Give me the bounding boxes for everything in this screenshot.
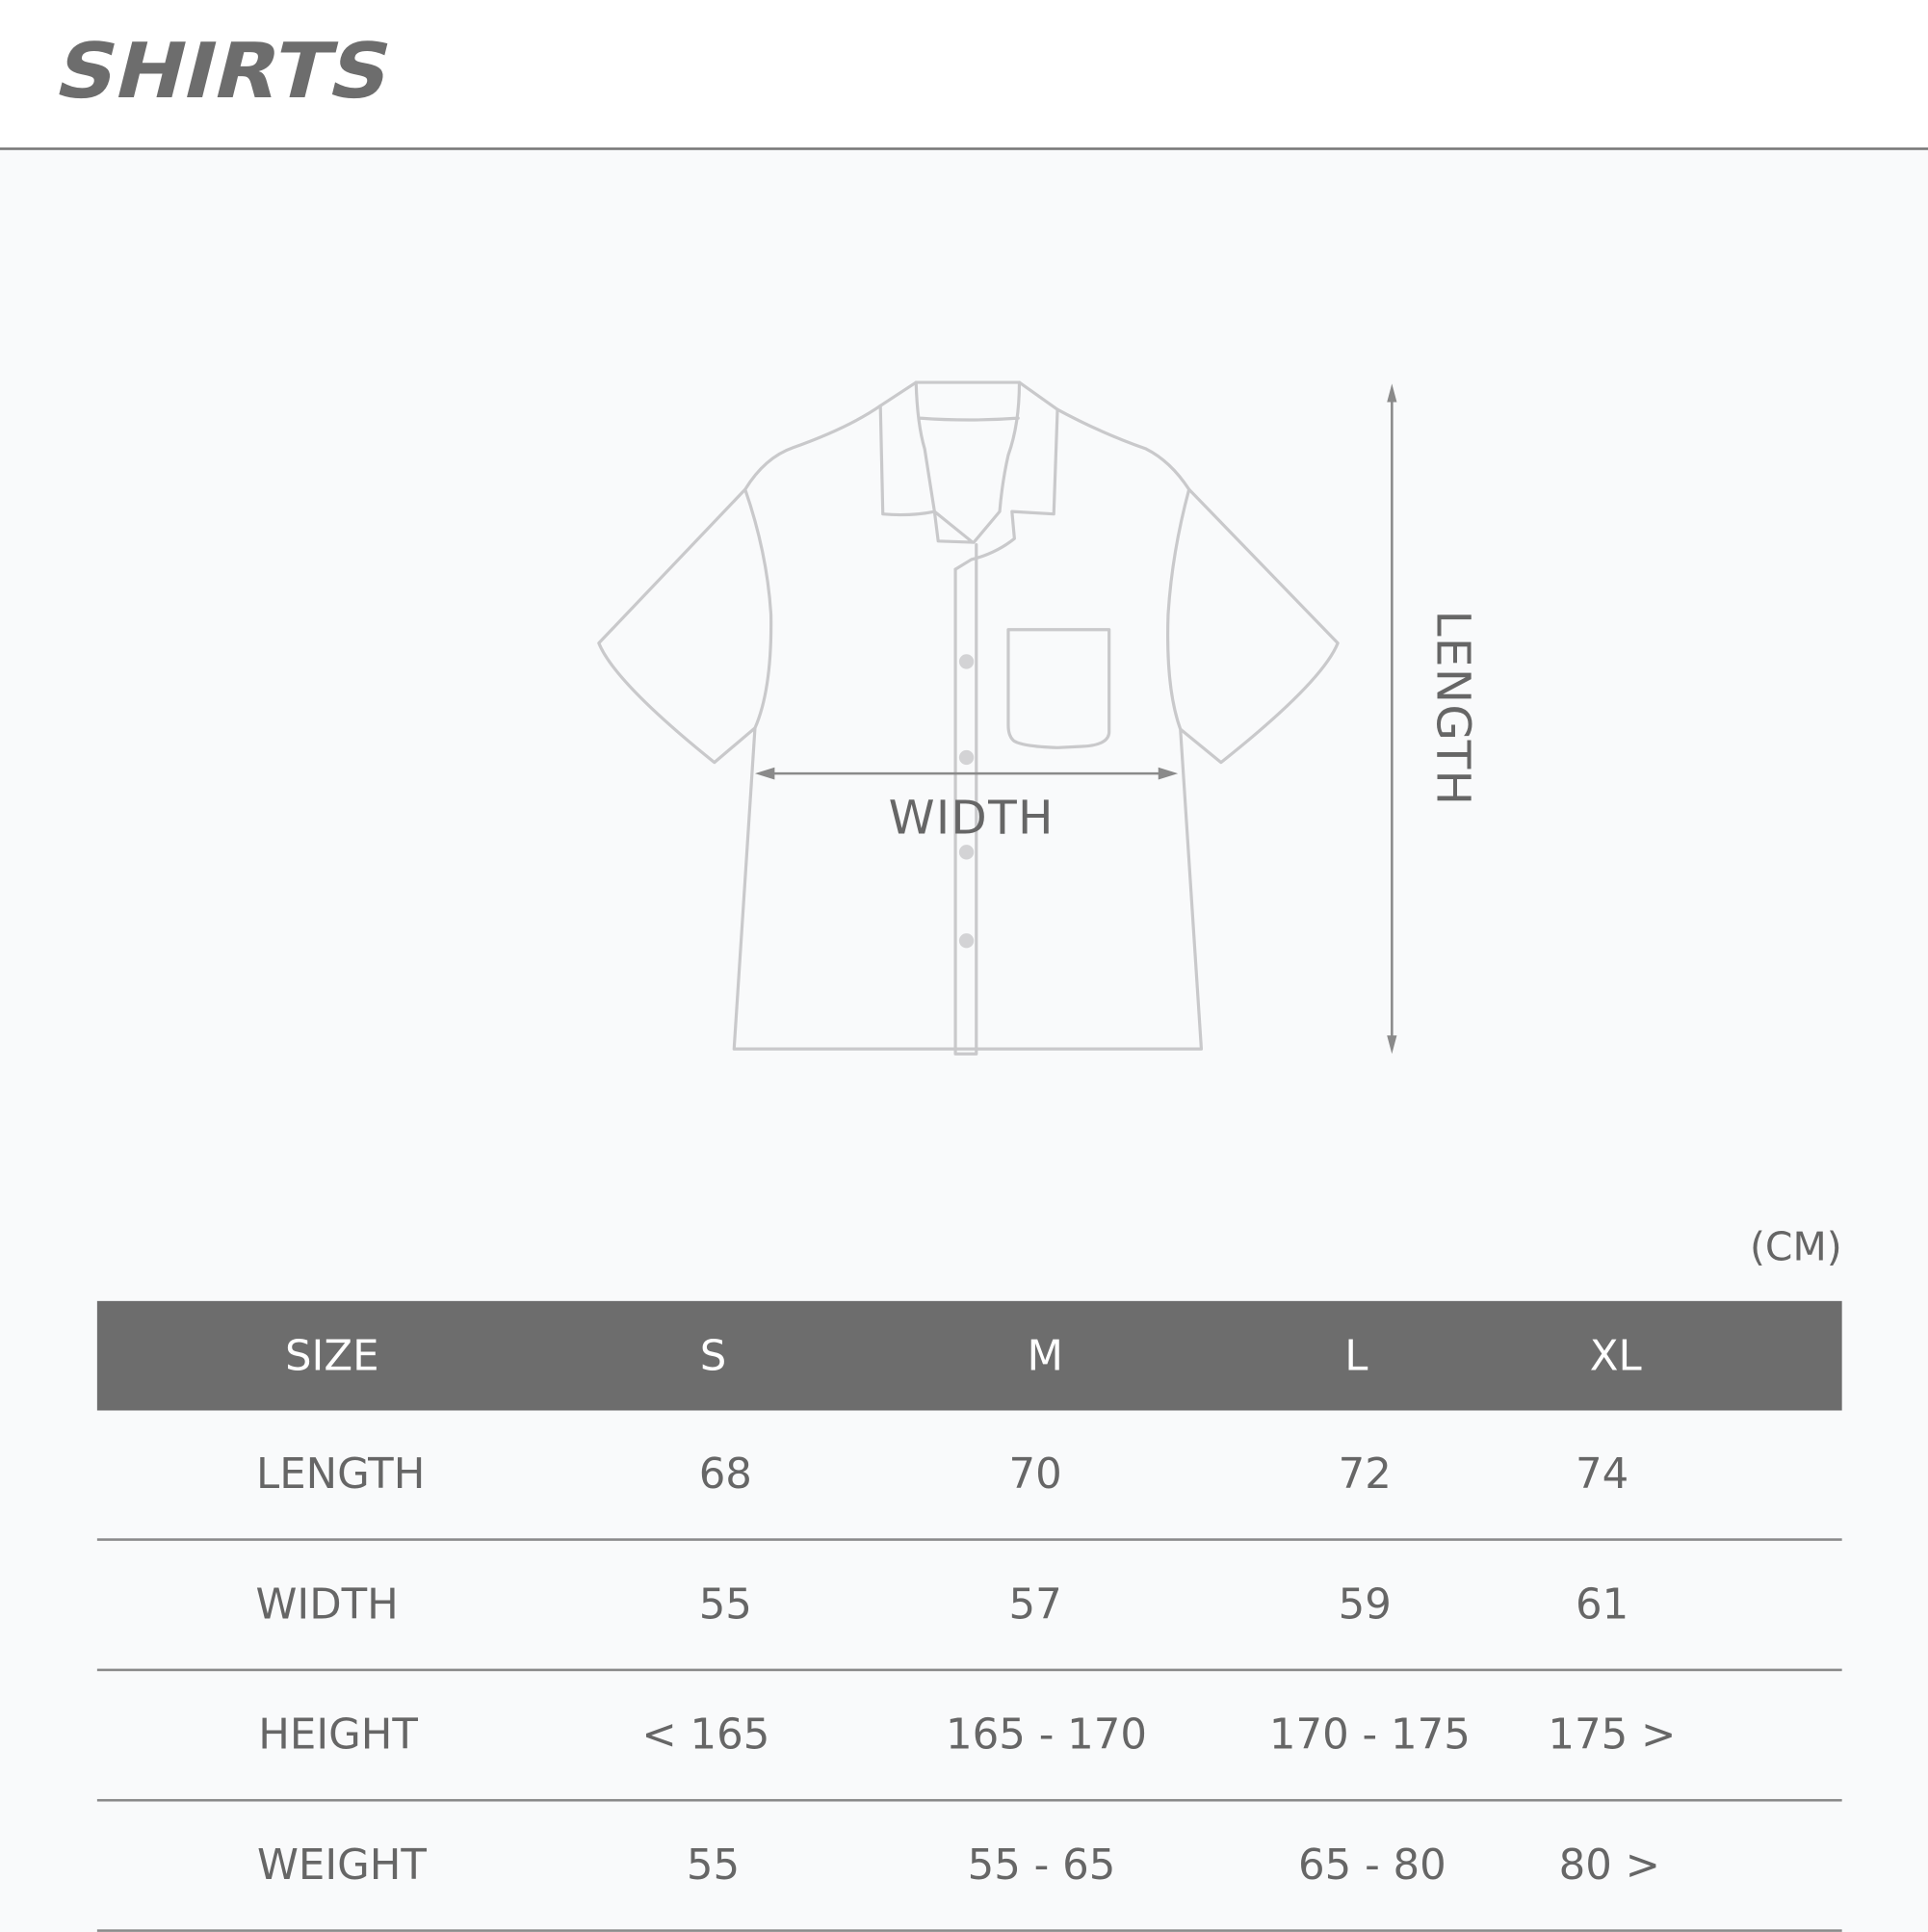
cell-xl: 80 > xyxy=(1558,1841,1661,1891)
table-row: LENGTH 68 70 72 74 xyxy=(96,1410,1842,1541)
cell-m: 165 - 170 xyxy=(946,1710,1148,1761)
length-label: LENGTH xyxy=(1426,610,1481,807)
unit-label: (CM) xyxy=(1749,1223,1842,1270)
table-header: SIZE S M L XL xyxy=(96,1300,1842,1411)
header-m: M xyxy=(1027,1331,1064,1381)
cell-m: 55 - 65 xyxy=(967,1841,1116,1891)
cell-s: 68 xyxy=(698,1449,752,1500)
cell-m: 57 xyxy=(1008,1580,1062,1630)
cell-xl: 74 xyxy=(1576,1449,1629,1500)
table-row: WEIGHT 55 55 - 65 65 - 80 80 > xyxy=(96,1802,1842,1932)
cell-s: < 165 xyxy=(641,1710,770,1761)
svg-text:SHIRTS: SHIRTS xyxy=(49,30,402,109)
cell-xl: 175 > xyxy=(1548,1710,1677,1761)
header-size: SIZE xyxy=(284,1331,379,1381)
table-row: WIDTH 55 57 59 61 xyxy=(96,1541,1842,1672)
cell-l: 170 - 175 xyxy=(1268,1710,1471,1761)
cell-m: 70 xyxy=(1008,1449,1062,1500)
buttons xyxy=(958,654,975,949)
row-label: WEIGHT xyxy=(256,1841,427,1891)
pocket xyxy=(1006,628,1111,749)
width-label: WIDTH xyxy=(888,790,1055,846)
table-row: HEIGHT < 165 165 - 170 170 - 175 175 > xyxy=(96,1671,1842,1802)
header-s: S xyxy=(699,1331,727,1381)
shirt-outline xyxy=(597,380,1340,1051)
cell-l: 65 - 80 xyxy=(1298,1841,1446,1891)
row-label: HEIGHT xyxy=(258,1710,418,1761)
size-table: SIZE S M L XL LENGTH 68 70 72 74 WIDTH 5… xyxy=(96,1300,1842,1932)
header-l: L xyxy=(1344,1331,1368,1381)
collar xyxy=(878,380,1059,571)
brand-logo: SHIRTS xyxy=(49,30,402,109)
header-xl: XL xyxy=(1589,1331,1642,1381)
cell-l: 59 xyxy=(1338,1580,1392,1630)
placket xyxy=(953,543,978,1056)
row-label: LENGTH xyxy=(256,1449,426,1500)
row-label: WIDTH xyxy=(255,1580,399,1630)
cell-xl: 61 xyxy=(1576,1580,1629,1630)
cell-s: 55 xyxy=(686,1841,741,1891)
cell-s: 55 xyxy=(698,1580,752,1630)
header: SHIRTS xyxy=(0,0,1928,150)
cell-l: 72 xyxy=(1338,1449,1392,1500)
